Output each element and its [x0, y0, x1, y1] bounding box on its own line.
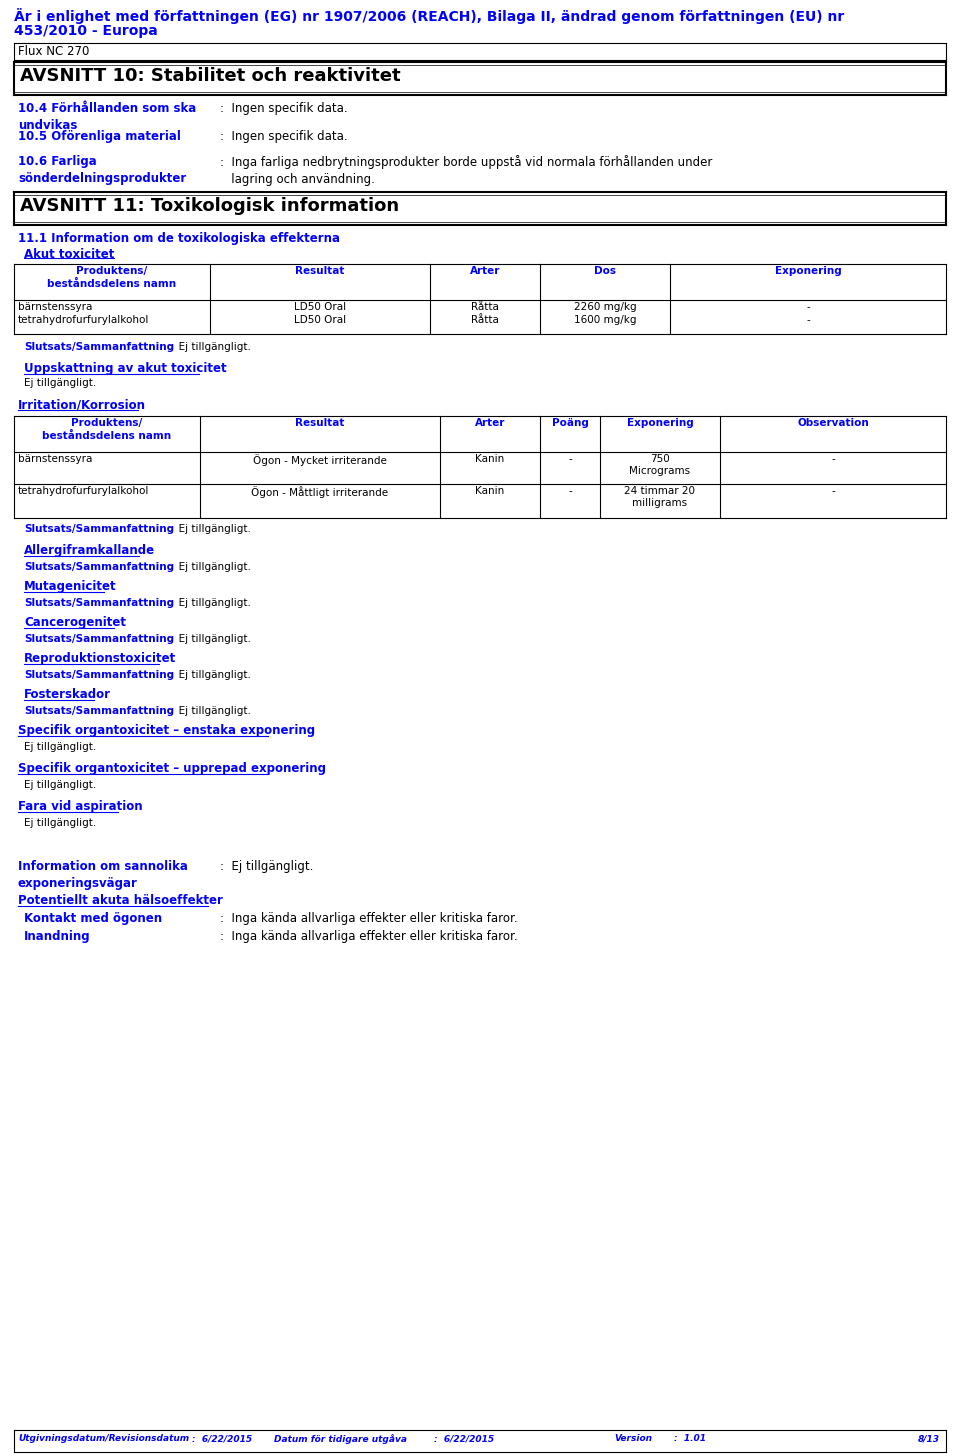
Text: Produktens/
beståndsdelens namn: Produktens/ beståndsdelens namn	[47, 266, 177, 288]
Text: -
-: - -	[806, 301, 810, 325]
Text: Ej tillgängligt.: Ej tillgängligt.	[24, 379, 96, 387]
Text: Slutsats/Sammanfattning: Slutsats/Sammanfattning	[24, 670, 174, 680]
Text: :  Ej tillgängligt.: : Ej tillgängligt.	[162, 562, 251, 572]
Text: :  Inga kända allvarliga effekter eller kritiska faror.: : Inga kända allvarliga effekter eller k…	[220, 930, 517, 943]
Text: -: -	[568, 486, 572, 496]
Text: Ögon - Mycket irriterande: Ögon - Mycket irriterande	[253, 454, 387, 466]
Text: 750
Micrograms: 750 Micrograms	[630, 454, 690, 476]
Text: :  Ej tillgängligt.: : Ej tillgängligt.	[162, 706, 251, 716]
Text: tetrahydrofurfurylalkohol: tetrahydrofurfurylalkohol	[18, 486, 150, 496]
Text: Dos: Dos	[594, 266, 616, 277]
Text: Uppskattning av akut toxicitet: Uppskattning av akut toxicitet	[24, 363, 227, 376]
Text: :  Ej tillgängligt.: : Ej tillgängligt.	[162, 670, 251, 680]
Text: :  Ej tillgängligt.: : Ej tillgängligt.	[162, 598, 251, 609]
Text: Potentiellt akuta hälsoeffekter: Potentiellt akuta hälsoeffekter	[18, 894, 223, 907]
Text: Allergiframkallande: Allergiframkallande	[24, 545, 156, 558]
Text: :  Ej tillgängligt.: : Ej tillgängligt.	[162, 524, 251, 534]
Text: Kanin: Kanin	[475, 486, 505, 496]
Text: :  6/22/2015: : 6/22/2015	[434, 1434, 494, 1443]
Text: :  Ej tillgängligt.: : Ej tillgängligt.	[162, 342, 251, 352]
Text: Specifik organtoxicitet – upprepad exponering: Specifik organtoxicitet – upprepad expon…	[18, 761, 326, 775]
Text: Arter: Arter	[469, 266, 500, 277]
Text: Slutsats/Sammanfattning: Slutsats/Sammanfattning	[24, 562, 174, 572]
Text: Utgivningsdatum/Revisionsdatum: Utgivningsdatum/Revisionsdatum	[18, 1434, 189, 1443]
Text: Exponering: Exponering	[627, 418, 693, 428]
Text: Poäng: Poäng	[552, 418, 588, 428]
Text: Specifik organtoxicitet – enstaka exponering: Specifik organtoxicitet – enstaka expone…	[18, 724, 315, 737]
Text: :  Ej tillgängligt.: : Ej tillgängligt.	[220, 860, 313, 874]
Text: Mutagenicitet: Mutagenicitet	[24, 579, 116, 593]
Text: Reproduktionstoxicitet: Reproduktionstoxicitet	[24, 652, 177, 665]
Text: Fara vid aspiration: Fara vid aspiration	[18, 799, 143, 812]
Text: Ögon - Måttligt irriterande: Ögon - Måttligt irriterande	[252, 486, 389, 498]
Text: :  6/22/2015: : 6/22/2015	[192, 1434, 252, 1443]
Text: Fosterskador: Fosterskador	[24, 689, 111, 700]
Text: 8/13: 8/13	[918, 1434, 940, 1443]
Text: Kanin: Kanin	[475, 454, 505, 464]
Text: 453/2010 - Europa: 453/2010 - Europa	[14, 23, 157, 38]
Text: :  Ingen specifik data.: : Ingen specifik data.	[220, 130, 348, 143]
Text: Slutsats/Sammanfattning: Slutsats/Sammanfattning	[24, 706, 174, 716]
Text: :  Inga kända allvarliga effekter eller kritiska faror.: : Inga kända allvarliga effekter eller k…	[220, 911, 517, 925]
Text: Slutsats/Sammanfattning: Slutsats/Sammanfattning	[24, 342, 174, 352]
Text: Kontakt med ögonen: Kontakt med ögonen	[24, 911, 162, 925]
Text: Akut toxicitet: Akut toxicitet	[24, 248, 114, 261]
Text: Version: Version	[614, 1434, 652, 1443]
Text: 11.1 Information om de toxikologiska effekterna: 11.1 Information om de toxikologiska eff…	[18, 232, 340, 245]
Text: Inandning: Inandning	[24, 930, 90, 943]
Text: Datum för tidigare utgåva: Datum för tidigare utgåva	[274, 1434, 407, 1444]
Text: 24 timmar 20
milligrams: 24 timmar 20 milligrams	[625, 486, 695, 508]
Text: :  Inga farliga nedbrytningsprodukter borde uppstå vid normala förhållanden unde: : Inga farliga nedbrytningsprodukter bor…	[220, 154, 712, 186]
Text: :  1.01: : 1.01	[674, 1434, 706, 1443]
Text: Ej tillgängligt.: Ej tillgängligt.	[24, 743, 96, 751]
Text: Slutsats/Sammanfattning: Slutsats/Sammanfattning	[24, 524, 174, 534]
Text: Flux NC 270: Flux NC 270	[18, 45, 89, 58]
Text: Ej tillgängligt.: Ej tillgängligt.	[24, 818, 96, 828]
Text: Arter: Arter	[475, 418, 505, 428]
Text: -: -	[831, 486, 835, 496]
Text: 2260 mg/kg
1600 mg/kg: 2260 mg/kg 1600 mg/kg	[574, 301, 636, 325]
Text: Exponering: Exponering	[775, 266, 841, 277]
Text: Slutsats/Sammanfattning: Slutsats/Sammanfattning	[24, 633, 174, 644]
Text: -: -	[831, 454, 835, 464]
Text: bärnstenssyra: bärnstenssyra	[18, 454, 92, 464]
Text: Råtta
Råtta: Råtta Råtta	[471, 301, 499, 325]
Text: Är i enlighet med författningen (EG) nr 1907/2006 (REACH), Bilaga II, ändrad gen: Är i enlighet med författningen (EG) nr …	[14, 7, 844, 23]
Text: Irritation/Korrosion: Irritation/Korrosion	[18, 397, 146, 411]
Text: AVSNITT 10: Stabilitet och reaktivitet: AVSNITT 10: Stabilitet och reaktivitet	[20, 67, 400, 84]
Text: Observation: Observation	[797, 418, 869, 428]
Text: AVSNITT 11: Toxikologisk information: AVSNITT 11: Toxikologisk information	[20, 197, 399, 215]
Text: Resultat: Resultat	[296, 418, 345, 428]
Text: :  Ingen specifik data.: : Ingen specifik data.	[220, 102, 348, 115]
Text: 10.4 Förhållanden som ska
undvikas: 10.4 Förhållanden som ska undvikas	[18, 102, 196, 132]
Text: -: -	[568, 454, 572, 464]
Text: 10.5 Oförenliga material: 10.5 Oförenliga material	[18, 130, 180, 143]
Text: 10.6 Farliga
sönderdelningsprodukter: 10.6 Farliga sönderdelningsprodukter	[18, 154, 186, 185]
Text: bärnstenssyra
tetrahydrofurfurylalkohol: bärnstenssyra tetrahydrofurfurylalkohol	[18, 301, 150, 325]
Text: Cancerogenitet: Cancerogenitet	[24, 616, 126, 629]
Text: :  Ej tillgängligt.: : Ej tillgängligt.	[162, 633, 251, 644]
Text: Resultat: Resultat	[296, 266, 345, 277]
Text: Slutsats/Sammanfattning: Slutsats/Sammanfattning	[24, 598, 174, 609]
Text: Information om sannolika
exponeringsvägar: Information om sannolika exponeringsväga…	[18, 860, 188, 890]
Text: Produktens/
beståndsdelens namn: Produktens/ beståndsdelens namn	[42, 418, 172, 441]
Text: LD50 Oral
LD50 Oral: LD50 Oral LD50 Oral	[294, 301, 346, 325]
Text: Ej tillgängligt.: Ej tillgängligt.	[24, 780, 96, 791]
